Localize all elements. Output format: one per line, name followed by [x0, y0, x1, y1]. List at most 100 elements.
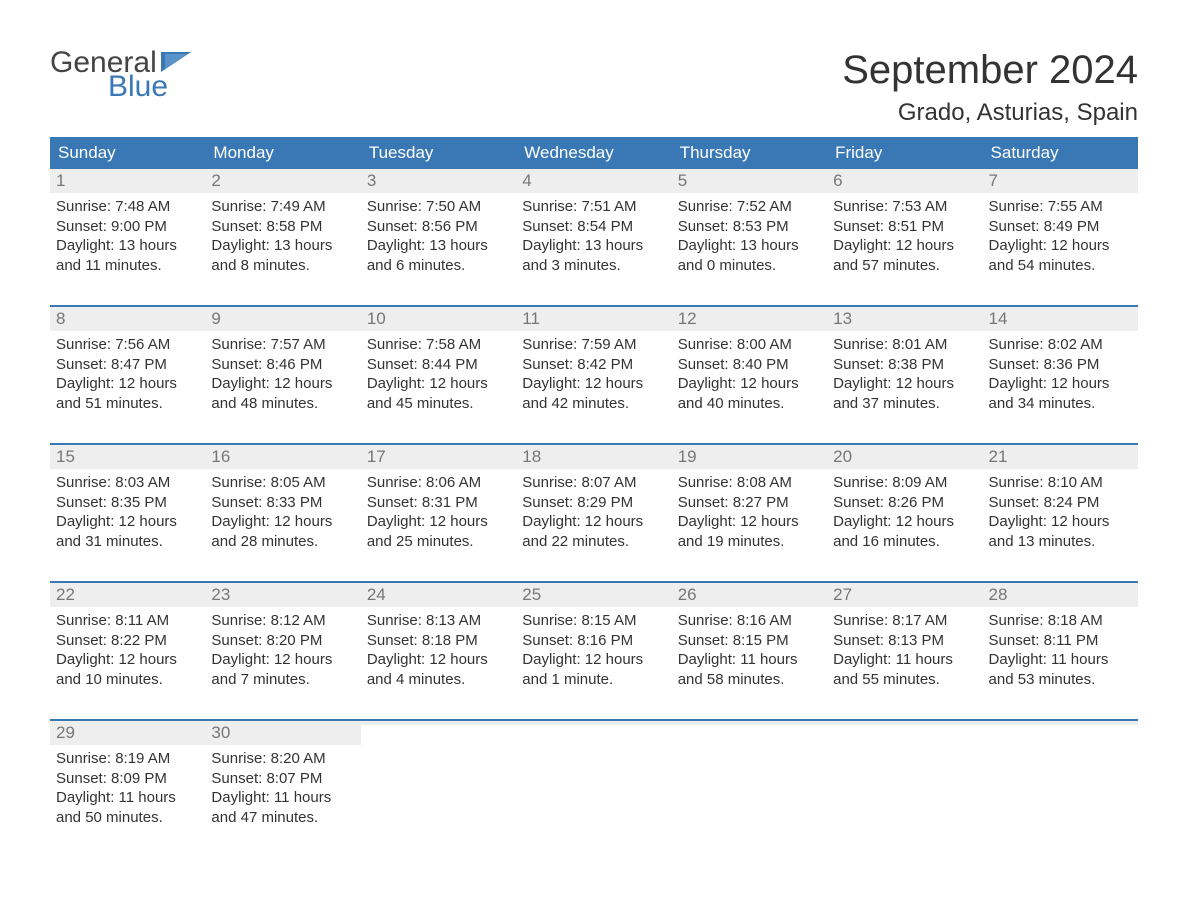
day-body: Sunrise: 7:58 AMSunset: 8:44 PMDaylight:… [361, 331, 516, 413]
day-number: 4 [522, 171, 531, 190]
day-sunset: Sunset: 8:09 PM [56, 769, 197, 789]
day-body: Sunrise: 8:09 AMSunset: 8:26 PMDaylight:… [827, 469, 982, 551]
day-sunset: Sunset: 8:33 PM [211, 493, 352, 513]
day-sunrise: Sunrise: 7:59 AM [522, 335, 663, 355]
day-day2: and 51 minutes. [56, 394, 197, 414]
day-day1: Daylight: 12 hours [211, 650, 352, 670]
day-cell: 14Sunrise: 8:02 AMSunset: 8:36 PMDayligh… [983, 307, 1138, 435]
day-day1: Daylight: 12 hours [989, 236, 1130, 256]
day-body: Sunrise: 8:10 AMSunset: 8:24 PMDaylight:… [983, 469, 1138, 551]
day-day2: and 42 minutes. [522, 394, 663, 414]
day-day1: Daylight: 12 hours [833, 512, 974, 532]
week-row: 15 Sunrise: 8:03 AMSunset: 8:35 PMDayligh… [50, 443, 1138, 573]
day-sunset: Sunset: 8:26 PM [833, 493, 974, 513]
day-day2: and 40 minutes. [678, 394, 819, 414]
day-number: 11 [522, 309, 540, 328]
day-sunrise: Sunrise: 7:48 AM [56, 197, 197, 217]
month-title: September 2024 [842, 48, 1138, 93]
day-number: 15 [56, 447, 75, 466]
day-number: 26 [678, 585, 697, 604]
day-sunset: Sunset: 8:54 PM [522, 217, 663, 237]
day-sunrise: Sunrise: 7:50 AM [367, 197, 508, 217]
dow-monday: Monday [205, 137, 360, 169]
day-body: Sunrise: 8:15 AMSunset: 8:16 PMDaylight:… [516, 607, 671, 689]
day-number-row: 22 [50, 583, 205, 607]
day-day2: and 1 minute. [522, 670, 663, 690]
day-sunset: Sunset: 8:46 PM [211, 355, 352, 375]
day-number-row: 10 [361, 307, 516, 331]
day-sunrise: Sunrise: 8:01 AM [833, 335, 974, 355]
week-row: 8Sunrise: 7:56 AMSunset: 8:47 PMDaylight… [50, 305, 1138, 435]
day-day1: Daylight: 12 hours [989, 512, 1130, 532]
day-day2: and 53 minutes. [989, 670, 1130, 690]
day-body [361, 725, 516, 729]
day-day2: and 10 minutes. [56, 670, 197, 690]
day-body: Sunrise: 7:57 AMSunset: 8:46 PMDaylight:… [205, 331, 360, 413]
day-day2: and 11 minutes. [56, 256, 197, 276]
day-day2: and 47 minutes. [211, 808, 352, 828]
dow-thursday: Thursday [672, 137, 827, 169]
day-number: 27 [833, 585, 852, 604]
day-body: Sunrise: 8:12 AMSunset: 8:20 PMDaylight:… [205, 607, 360, 689]
day-day2: and 48 minutes. [211, 394, 352, 414]
day-cell: 12Sunrise: 8:00 AMSunset: 8:40 PMDayligh… [672, 307, 827, 435]
day-day2: and 28 minutes. [211, 532, 352, 552]
day-body: Sunrise: 8:03 AMSunset: 8:35 PMDaylight:… [50, 469, 205, 551]
day-sunrise: Sunrise: 8:03 AM [56, 473, 197, 493]
day-body: Sunrise: 8:07 AMSunset: 8:29 PMDaylight:… [516, 469, 671, 551]
day-number-row: 28 [983, 583, 1138, 607]
day-day2: and 7 minutes. [211, 670, 352, 690]
day-day2: and 55 minutes. [833, 670, 974, 690]
day-sunset: Sunset: 8:53 PM [678, 217, 819, 237]
day-number: 29 [56, 723, 75, 742]
brand-logo: General Blue [50, 48, 191, 102]
day-day1: Daylight: 13 hours [211, 236, 352, 256]
day-day2: and 45 minutes. [367, 394, 508, 414]
day-day2: and 31 minutes. [56, 532, 197, 552]
location-subtitle: Grado, Asturias, Spain [842, 99, 1138, 127]
day-sunset: Sunset: 8:24 PM [989, 493, 1130, 513]
day-number-row: 6 [827, 169, 982, 193]
day-number: 19 [678, 447, 697, 466]
day-number: 1 [56, 171, 65, 190]
day-cell: 18Sunrise: 8:07 AMSunset: 8:29 PMDayligh… [516, 445, 671, 573]
day-number-row: 18 [516, 445, 671, 469]
day-number-row: 27 [827, 583, 982, 607]
day-number-row: 1 [50, 169, 205, 193]
day-day1: Daylight: 12 hours [56, 650, 197, 670]
day-sunrise: Sunrise: 8:16 AM [678, 611, 819, 631]
day-number: 2 [211, 171, 220, 190]
day-number-row: 25 [516, 583, 671, 607]
day-number-row: 24 [361, 583, 516, 607]
day-sunrise: Sunrise: 8:00 AM [678, 335, 819, 355]
day-cell: 3Sunrise: 7:50 AMSunset: 8:56 PMDaylight… [361, 169, 516, 297]
day-day1: Daylight: 11 hours [678, 650, 819, 670]
day-cell: 23Sunrise: 8:12 AMSunset: 8:20 PMDayligh… [205, 583, 360, 711]
day-number: 14 [989, 309, 1008, 328]
day-sunset: Sunset: 8:29 PM [522, 493, 663, 513]
day-number-row: 21 [983, 445, 1138, 469]
day-cell: 13Sunrise: 8:01 AMSunset: 8:38 PMDayligh… [827, 307, 982, 435]
day-sunset: Sunset: 8:20 PM [211, 631, 352, 651]
day-sunrise: Sunrise: 7:55 AM [989, 197, 1130, 217]
day-sunset: Sunset: 8:42 PM [522, 355, 663, 375]
day-number-row: 30 [205, 721, 360, 745]
day-day2: and 58 minutes. [678, 670, 819, 690]
day-body: Sunrise: 8:11 AMSunset: 8:22 PMDaylight:… [50, 607, 205, 689]
day-number: 24 [367, 585, 386, 604]
day-number-row: 5 [672, 169, 827, 193]
day-cell [516, 721, 671, 849]
day-cell: 15 Sunrise: 8:03 AMSunset: 8:35 PMDayligh… [50, 445, 205, 573]
day-number: 30 [211, 723, 230, 742]
day-day2: and 4 minutes. [367, 670, 508, 690]
day-body: Sunrise: 7:51 AMSunset: 8:54 PMDaylight:… [516, 193, 671, 275]
day-cell: 28Sunrise: 8:18 AMSunset: 8:11 PMDayligh… [983, 583, 1138, 711]
day-sunset: Sunset: 8:13 PM [833, 631, 974, 651]
day-number: 25 [522, 585, 541, 604]
day-cell: 19Sunrise: 8:08 AMSunset: 8:27 PMDayligh… [672, 445, 827, 573]
day-cell: 26Sunrise: 8:16 AMSunset: 8:15 PMDayligh… [672, 583, 827, 711]
week-row: 1Sunrise: 7:48 AMSunset: 9:00 PMDaylight… [50, 169, 1138, 297]
day-sunset: Sunset: 8:11 PM [989, 631, 1130, 651]
day-day1: Daylight: 13 hours [56, 236, 197, 256]
day-body: Sunrise: 8:01 AMSunset: 8:38 PMDaylight:… [827, 331, 982, 413]
